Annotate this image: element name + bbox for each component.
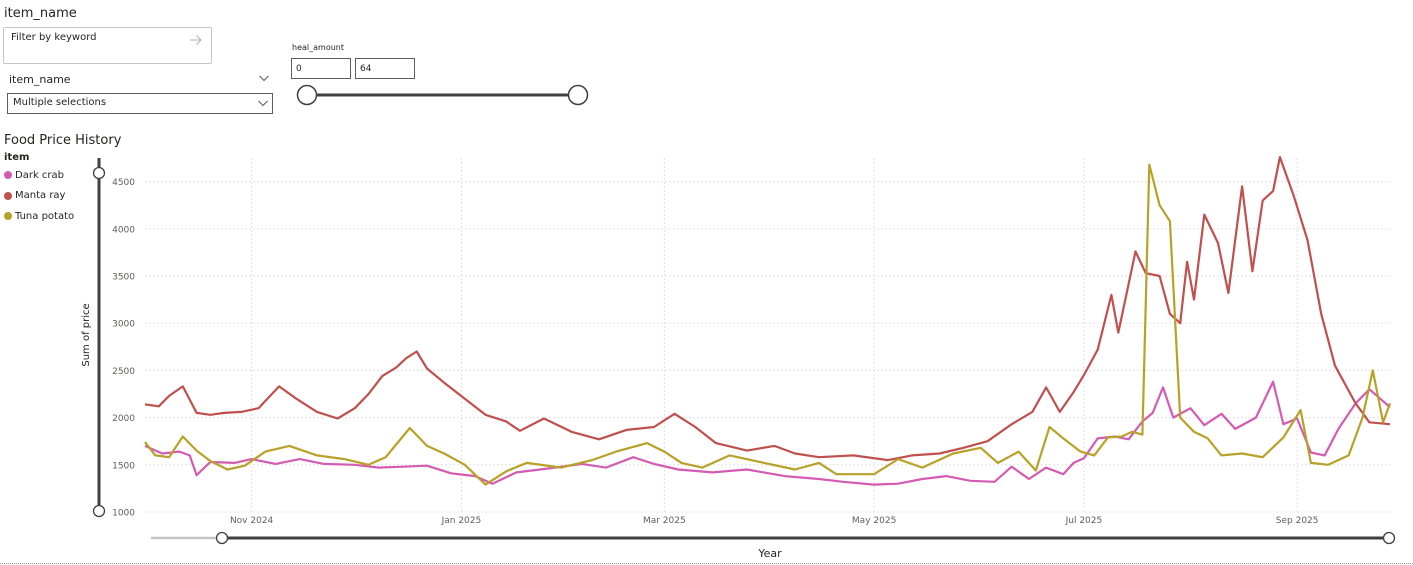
y-tick-label: 4000	[112, 225, 135, 235]
item-name-dropdown[interactable]: Multiple selections	[7, 93, 273, 114]
series-line-dark-crab[interactable]	[144, 380, 1391, 486]
y-axis-label: Sum of price	[81, 303, 92, 366]
range-slider[interactable]	[290, 80, 590, 110]
y-zoom-slider-top-handle[interactable]	[92, 166, 106, 180]
series-line-manta-ray[interactable]	[144, 156, 1391, 462]
chart-grid	[145, 158, 1390, 513]
chevron-down-icon[interactable]	[258, 72, 270, 84]
x-tick-label: Jan 2025	[441, 516, 482, 526]
legend-marker	[4, 191, 12, 200]
x-tick-label: Nov 2024	[230, 516, 274, 526]
y-axis-ticks: 1000 1500 2000 2500 3000 3500 4000 4500	[112, 178, 135, 518]
x-tick-label: May 2025	[852, 516, 896, 526]
y-tick-label: 3500	[112, 273, 135, 283]
keyword-filter-placeholder: Filter by keyword	[11, 32, 97, 43]
y-tick-label: 1000	[112, 509, 135, 519]
legend-marker	[4, 212, 12, 220]
legend-item[interactable]: Manta ray	[4, 189, 65, 203]
x-zoom-slider-right-handle[interactable]	[1382, 531, 1396, 545]
y-tick-label: 3000	[112, 320, 135, 330]
chart-series	[144, 156, 1392, 486]
y-zoom-slider-bottom-handle[interactable]	[92, 504, 106, 518]
keyword-slicer-title: item_name	[4, 6, 77, 21]
legend-item[interactable]: Dark crab	[4, 168, 64, 182]
legend-label: Manta ray	[15, 190, 66, 201]
range-min-input[interactable]: 0	[291, 58, 351, 79]
series-line-tuna-potato[interactable]	[144, 163, 1392, 486]
legend-title: item	[4, 152, 30, 163]
chevron-down-icon	[258, 100, 268, 107]
legend-label: Dark crab	[15, 169, 64, 181]
dropdown-slicer-header: item_name	[9, 73, 71, 86]
arrow-right-icon[interactable]	[189, 33, 203, 47]
legend-marker	[4, 171, 12, 179]
legend-item[interactable]: Tuna potato	[4, 209, 74, 223]
x-tick-label: Jul 2025	[1065, 516, 1103, 526]
range-max-input[interactable]: 64	[355, 58, 415, 79]
range-slider-min-handle[interactable]	[296, 84, 318, 106]
y-tick-label: 4500	[112, 178, 135, 188]
chart-title: Food Price History	[4, 133, 122, 148]
range-slider-max-handle[interactable]	[567, 84, 589, 106]
y-tick-label: 1500	[112, 461, 135, 471]
x-zoom-slider-left-handle[interactable]	[215, 531, 229, 545]
page-bottom-border	[0, 563, 1413, 564]
range-slicer-label: heal_amount	[292, 43, 344, 52]
y-tick-label: 2500	[112, 367, 135, 377]
x-axis-label: Year	[757, 547, 782, 560]
dropdown-selected-value: Multiple selections	[13, 97, 107, 108]
x-tick-label: Mar 2025	[643, 516, 686, 526]
y-tick-label: 2000	[112, 414, 135, 424]
x-tick-label: Sep 2025	[1276, 516, 1319, 526]
legend-label: Tuna potato	[15, 210, 75, 222]
keyword-filter-input[interactable]: Filter by keyword	[3, 27, 212, 64]
x-axis-ticks: Nov 2024 Jan 2025 Mar 2025 May 2025 Jul 2025…	[230, 516, 1319, 526]
